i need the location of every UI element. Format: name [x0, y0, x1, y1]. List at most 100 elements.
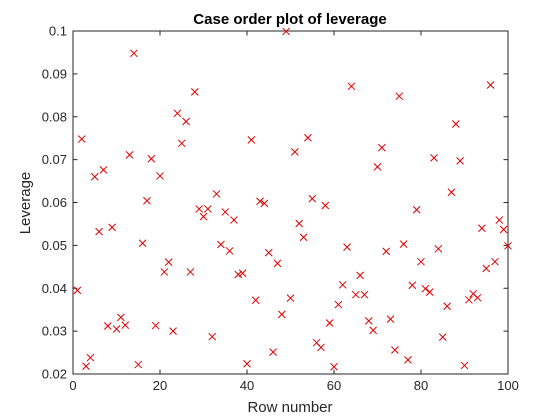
data-point	[125, 151, 134, 159]
data-point	[273, 259, 282, 268]
data-point	[478, 224, 486, 233]
data-point	[347, 82, 356, 91]
data-point	[173, 109, 182, 118]
data-point	[95, 227, 103, 236]
data-point	[151, 321, 160, 330]
data-point	[234, 270, 243, 279]
plot-box	[72, 30, 509, 375]
y-tick-label: 0.02	[42, 367, 67, 382]
ticks: 0 20 40 60 80 100 0.02 0.03 0.04 0.05 0.06 0.07 0.08…	[42, 24, 519, 394]
data-point	[330, 362, 338, 371]
y-tick-label: 0.1	[49, 24, 67, 39]
data-point	[190, 88, 199, 96]
data-point	[247, 136, 256, 144]
data-point	[121, 321, 130, 329]
data-point	[464, 295, 473, 304]
data-point	[130, 49, 138, 58]
y-tick-label: 0.06	[42, 195, 67, 210]
data-point	[86, 353, 95, 362]
data-point	[99, 166, 108, 174]
x-tick-label: 0	[69, 378, 76, 393]
data-point	[343, 243, 351, 251]
data-point	[456, 157, 465, 165]
data-point	[473, 293, 482, 302]
data-point	[499, 225, 508, 234]
data-point	[417, 257, 425, 266]
y-tick-label: 0.05	[42, 238, 67, 253]
data-point	[264, 248, 273, 257]
data-point	[164, 258, 173, 266]
data-point	[351, 290, 360, 299]
data-point	[460, 361, 469, 370]
data-point	[486, 81, 495, 89]
data-point	[156, 172, 164, 180]
data-point	[251, 296, 260, 305]
data-point	[112, 325, 121, 333]
data-point	[277, 310, 286, 319]
data-point	[230, 216, 238, 224]
data-point	[243, 359, 251, 368]
data-point	[290, 148, 299, 156]
y-tick-label: 0.07	[42, 152, 67, 167]
data-point	[77, 135, 86, 143]
data-point	[260, 199, 269, 208]
data-point	[451, 120, 460, 128]
data-point	[338, 280, 347, 289]
data-point	[482, 264, 491, 273]
data-point	[73, 286, 82, 295]
data-point	[360, 290, 369, 299]
data-point	[504, 241, 512, 250]
x-tick-label: 40	[240, 378, 254, 393]
data-point	[408, 281, 417, 290]
data-point	[321, 201, 330, 210]
y-axis-label: Leverage	[17, 172, 34, 235]
data-point	[412, 205, 421, 214]
data-point	[286, 294, 295, 302]
y-tick-label: 0.03	[42, 324, 67, 339]
data-point	[495, 216, 504, 224]
data-point	[391, 346, 399, 354]
data-point	[447, 188, 456, 197]
data-point	[438, 333, 447, 341]
data-point	[203, 205, 212, 213]
data-point	[134, 360, 143, 369]
data-point	[364, 316, 373, 325]
data-point	[182, 117, 190, 126]
data-point	[443, 302, 451, 311]
data-point	[386, 315, 395, 323]
data-point	[382, 247, 391, 256]
data-point	[82, 362, 90, 371]
data-point	[221, 208, 230, 216]
data-markers	[73, 27, 512, 371]
axes	[72, 30, 509, 375]
data-point	[160, 268, 169, 276]
x-tick-label: 20	[153, 378, 167, 393]
data-point	[186, 268, 195, 276]
data-point	[373, 163, 382, 171]
data-point	[334, 300, 343, 309]
data-point	[369, 326, 378, 335]
x-axis-label: Row number	[247, 399, 332, 416]
data-point	[169, 327, 177, 335]
data-point	[269, 348, 277, 356]
data-point	[325, 319, 334, 327]
data-point	[404, 355, 412, 364]
data-point	[430, 154, 438, 162]
data-point	[317, 343, 325, 352]
data-point	[90, 172, 99, 181]
data-point	[108, 223, 117, 232]
data-point	[238, 269, 247, 278]
data-point	[356, 271, 364, 280]
data-point	[282, 27, 291, 36]
data-point	[103, 322, 112, 330]
data-point	[138, 239, 147, 248]
x-tick-label: 60	[327, 378, 341, 393]
x-tick-label: 100	[497, 378, 519, 393]
data-point	[199, 212, 208, 221]
data-point	[308, 194, 317, 203]
data-point	[177, 139, 186, 148]
data-point	[217, 240, 225, 249]
x-tick-label: 80	[414, 378, 428, 393]
